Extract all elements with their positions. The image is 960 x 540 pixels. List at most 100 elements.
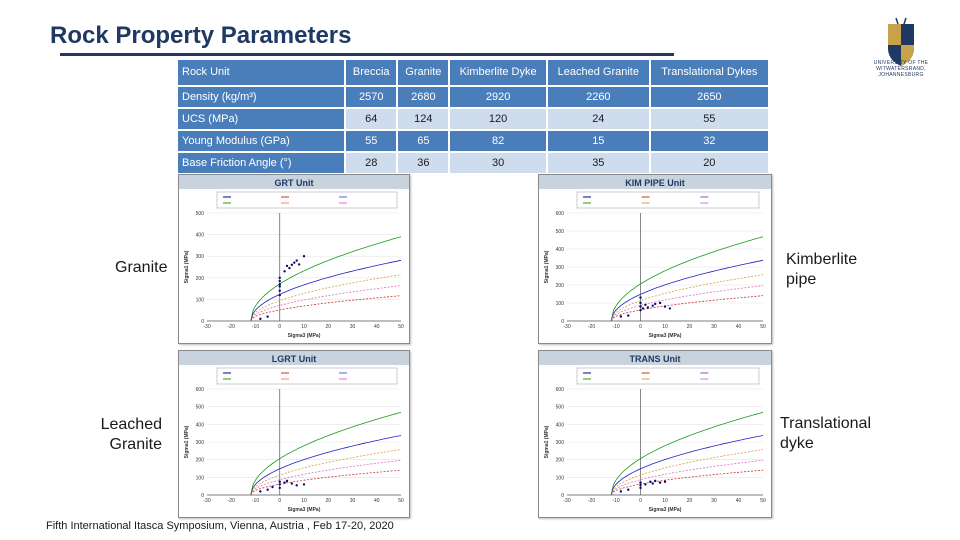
x-tick-label: -20	[588, 324, 595, 330]
table-cell: 2260	[547, 86, 651, 109]
row-label: Base Friction Angle (°)	[178, 152, 346, 175]
x-tick-label: 40	[374, 324, 380, 330]
chart-title: KIM PIPE Unit	[625, 178, 685, 188]
table-cell: 64	[345, 108, 399, 131]
x-tick-label: 40	[736, 324, 742, 330]
data-point	[627, 314, 630, 317]
translational-dyke-label: Translational dyke	[780, 415, 872, 452]
table-cell: 2680	[397, 86, 451, 109]
y-tick-label: 600	[556, 211, 565, 217]
y-tick-label: 0	[201, 493, 204, 499]
data-point	[668, 307, 672, 310]
envelope-curve	[610, 459, 764, 496]
data-point	[649, 480, 652, 483]
envelope-curve	[610, 435, 764, 496]
data-point	[259, 490, 262, 493]
table-cell: 2570	[345, 86, 399, 109]
table-cell: 2650	[649, 86, 771, 109]
data-point	[641, 307, 645, 310]
chart-trans: TRANS Unit 0 100 200 300 400 500 600 -30 -20 -10 0 1…	[538, 350, 772, 518]
table-cell: 15	[547, 130, 651, 153]
data-point	[295, 484, 298, 487]
table-cell: 30	[449, 152, 548, 175]
x-tick-label: -10	[252, 498, 259, 504]
y-tick-label: 100	[196, 297, 205, 303]
chart-title: TRANS Unit	[630, 354, 681, 364]
y-tick-label: 300	[556, 440, 565, 446]
granite-label: Granite	[115, 259, 168, 276]
chart-title: LGRT Unit	[272, 354, 317, 364]
chart-title-bar	[179, 175, 409, 189]
table-cell: 65	[397, 130, 451, 153]
data-point	[651, 482, 654, 485]
data-point	[285, 479, 289, 483]
data-point	[283, 270, 286, 273]
data-point	[278, 283, 281, 286]
data-point	[644, 303, 647, 306]
x-tick-label: 0	[639, 498, 642, 504]
data-point	[278, 480, 281, 483]
row-label: Young Modulus (GPa)	[178, 130, 346, 153]
data-point	[639, 486, 642, 490]
chart-title-bar	[539, 175, 771, 189]
data-point	[293, 261, 296, 264]
x-axis-label: Sigma3 (MPa)	[288, 507, 321, 513]
leached-granite-label: Leached Granite	[100, 416, 162, 453]
envelope-curve	[250, 449, 402, 496]
grt-chart-svg: GRT Unit 0 100 200 300 400 500 -30 -20 -10 0 10 20 30…	[179, 175, 409, 339]
chart-title: GRT Unit	[275, 178, 314, 188]
data-point	[639, 296, 642, 299]
data-point	[278, 486, 281, 490]
trans-chart-svg: TRANS Unit 0 100 200 300 400 500 600 -30 -20 -10 0 1…	[539, 351, 771, 513]
envelope-curve	[250, 274, 402, 322]
x-tick-label: 50	[760, 498, 766, 504]
data-point	[278, 285, 281, 288]
data-point	[639, 309, 642, 312]
data-point	[290, 263, 294, 267]
x-tick-label: 0	[278, 324, 281, 330]
x-tick-label: 30	[350, 324, 356, 330]
lgrt-chart-svg: LGRT Unit 0 100 200 300 400 500 600 -30 -20 -10 0 10…	[179, 351, 409, 513]
x-tick-label: 20	[325, 498, 331, 504]
table-cell: 20	[649, 152, 771, 175]
chart-legend	[216, 367, 398, 385]
data-point	[654, 302, 657, 306]
y-tick-label: 0	[561, 493, 564, 499]
y-tick-label: 400	[556, 247, 565, 253]
envelope-curve	[250, 285, 402, 322]
x-tick-label: -10	[612, 324, 619, 330]
x-tick-label: 30	[350, 498, 356, 504]
x-tick-label: -20	[588, 498, 595, 504]
chart-lgrt: LGRT Unit 0 100 200 300 400 500 600 -30 -20 -10 0 10…	[178, 350, 410, 518]
table-row: UCS (MPa) 64 124 120 24 55	[178, 108, 771, 131]
table-cell: 124	[397, 108, 451, 131]
title-underline	[60, 53, 674, 56]
table-cell: 36	[397, 152, 451, 175]
y-tick-label: 600	[196, 387, 205, 393]
y-tick-label: 100	[556, 301, 565, 307]
envelope-curve	[250, 411, 402, 496]
x-tick-label: 40	[374, 498, 380, 504]
table-header-row: Rock Unit Breccia Granite Kimberlite Dyk…	[178, 60, 771, 87]
y-tick-label: 500	[556, 229, 565, 235]
data-point	[290, 482, 294, 485]
y-tick-label: 500	[196, 405, 205, 411]
envelope-curve	[610, 285, 764, 322]
data-point	[619, 490, 623, 493]
page-title: Rock Property Parameters	[50, 22, 352, 49]
data-point	[654, 479, 657, 483]
y-tick-label: 400	[196, 422, 205, 428]
y-tick-label: 0	[201, 319, 204, 325]
chart-kim-pipe: KIM PIPE Unit 0 100 200 300 400 500 600 -30 -20 -1…	[538, 174, 772, 344]
x-tick-label: 40	[736, 498, 742, 504]
envelope-curve	[610, 259, 764, 322]
y-axis-label: Sigma1 (MPa)	[184, 250, 190, 283]
data-point	[639, 484, 642, 487]
envelope-curve	[250, 469, 402, 496]
envelope-curve	[610, 295, 764, 322]
chart-title-bar	[179, 351, 409, 365]
data-point	[285, 264, 289, 268]
chart-title-bar	[539, 351, 771, 365]
y-axis-label: Sigma1 (MPa)	[544, 250, 550, 283]
